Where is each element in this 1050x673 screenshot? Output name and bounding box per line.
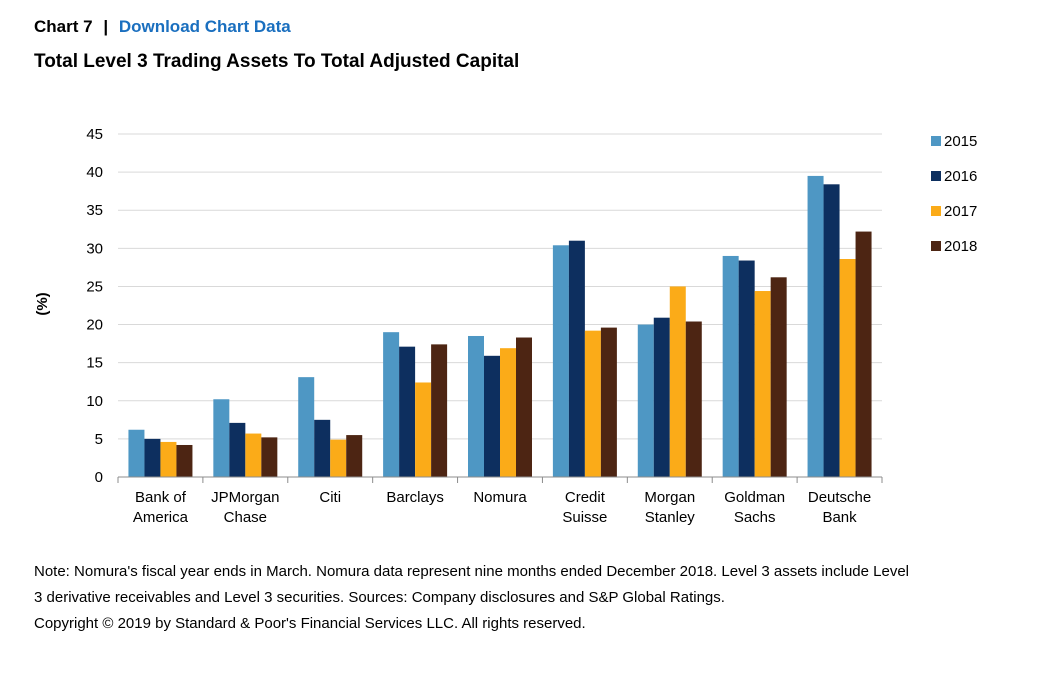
bar-2015 bbox=[128, 429, 145, 477]
legend-label-2017: 2017 bbox=[944, 203, 977, 220]
note-text: Note: Nomura's fiscal year ends in March… bbox=[34, 563, 909, 606]
x-tick-label: Sachs bbox=[734, 509, 776, 526]
bar-2015 bbox=[807, 175, 824, 477]
x-tick-label: America bbox=[133, 509, 189, 526]
y-tick-label: 25 bbox=[86, 278, 103, 295]
bar-2016 bbox=[738, 260, 755, 477]
bar-2018 bbox=[261, 437, 278, 477]
legend-swatch-2018 bbox=[931, 241, 941, 251]
bar-2015 bbox=[468, 335, 484, 477]
bar-2018 bbox=[516, 337, 532, 477]
bar-2018 bbox=[346, 435, 363, 477]
legend-label-2016: 2016 bbox=[944, 168, 977, 185]
bar-2015 bbox=[213, 399, 230, 477]
bar-chart: 0 5 10 15 20 25 30 35 40 45 Bank of America JPMorgan… bbox=[34, 126, 977, 526]
legend-label-2015: 2015 bbox=[944, 133, 977, 150]
bar-2018 bbox=[176, 444, 193, 477]
x-tick-label: Chase bbox=[224, 509, 267, 526]
y-tick-label: 0 bbox=[95, 469, 103, 486]
bar-2017 bbox=[669, 286, 686, 477]
bar-2017 bbox=[160, 441, 177, 477]
bar-2016 bbox=[484, 355, 500, 477]
y-tick-label: 15 bbox=[86, 355, 103, 372]
bar-2018 bbox=[685, 321, 702, 477]
bar-2015 bbox=[637, 324, 654, 477]
legend-swatch-2015 bbox=[931, 136, 941, 146]
chart-title: Total Level 3 Trading Assets To Total Ad… bbox=[34, 51, 520, 72]
y-tick-label: 10 bbox=[86, 393, 103, 410]
bar-2018 bbox=[855, 231, 872, 477]
y-tick-label: 35 bbox=[86, 202, 103, 219]
bar-2016 bbox=[314, 419, 331, 477]
chart-header: Chart 7 | Download Chart Data bbox=[34, 17, 291, 37]
bar-2016 bbox=[823, 184, 840, 477]
bar-2016 bbox=[399, 346, 416, 477]
bar-2015 bbox=[552, 245, 569, 477]
x-tick-label: JPMorgan bbox=[211, 489, 279, 506]
bar-2016 bbox=[229, 422, 246, 477]
y-axis-title: (%) bbox=[34, 292, 51, 315]
axes: 0 5 10 15 20 25 30 35 40 45 Bank of America JPMorgan… bbox=[86, 126, 883, 526]
header-separator: | bbox=[103, 17, 109, 36]
bar-2017 bbox=[245, 433, 262, 477]
x-tick-label: Goldman bbox=[724, 489, 785, 506]
chart-number: Chart 7 bbox=[34, 17, 93, 36]
y-tick-label: 5 bbox=[95, 431, 103, 448]
x-tick-label: Bank of bbox=[135, 489, 187, 506]
bar-2016 bbox=[653, 317, 670, 477]
y-tick-label: 40 bbox=[86, 164, 103, 181]
copyright-text: Copyright © 2019 by Standard & Poor's Fi… bbox=[34, 615, 586, 632]
legend-swatch-2016 bbox=[931, 171, 941, 181]
bar-2017 bbox=[500, 348, 516, 477]
y-tick-label: 20 bbox=[86, 317, 103, 334]
x-tick-label: Nomura bbox=[473, 489, 527, 506]
legend-swatch-2017 bbox=[931, 206, 941, 216]
x-tick-label: Barclays bbox=[386, 489, 444, 506]
bar-2015 bbox=[298, 377, 315, 477]
bar-2017 bbox=[839, 259, 856, 477]
bar-2018 bbox=[770, 277, 787, 477]
legend-label-2018: 2018 bbox=[944, 238, 977, 255]
legend: 2015 2016 2017 2018 bbox=[931, 133, 977, 255]
bar-2017 bbox=[415, 382, 432, 477]
y-tick-label: 30 bbox=[86, 240, 103, 257]
bar-2017 bbox=[754, 291, 771, 477]
bar-2015 bbox=[722, 255, 739, 477]
x-tick-label: Citi bbox=[319, 489, 341, 506]
bar-2016 bbox=[144, 438, 161, 477]
bar-2017 bbox=[584, 330, 601, 477]
bars bbox=[128, 175, 872, 477]
bar-2018 bbox=[431, 344, 448, 477]
x-tick-label: Credit bbox=[565, 489, 606, 506]
bar-2018 bbox=[600, 327, 617, 477]
x-tick-label: Bank bbox=[822, 509, 857, 526]
x-tick-label: Suisse bbox=[562, 509, 607, 526]
y-tick-label: 45 bbox=[86, 126, 103, 143]
bar-2017 bbox=[330, 439, 347, 477]
bar-2016 bbox=[568, 240, 585, 477]
download-chart-data-link[interactable]: Download Chart Data bbox=[118, 17, 291, 36]
x-tick-label: Deutsche bbox=[808, 489, 871, 506]
bar-2015 bbox=[383, 332, 400, 477]
x-tick-label: Morgan bbox=[644, 489, 695, 506]
x-tick-label: Stanley bbox=[645, 509, 696, 526]
chart-notes: Note: Nomura's fiscal year ends in March… bbox=[34, 559, 914, 637]
